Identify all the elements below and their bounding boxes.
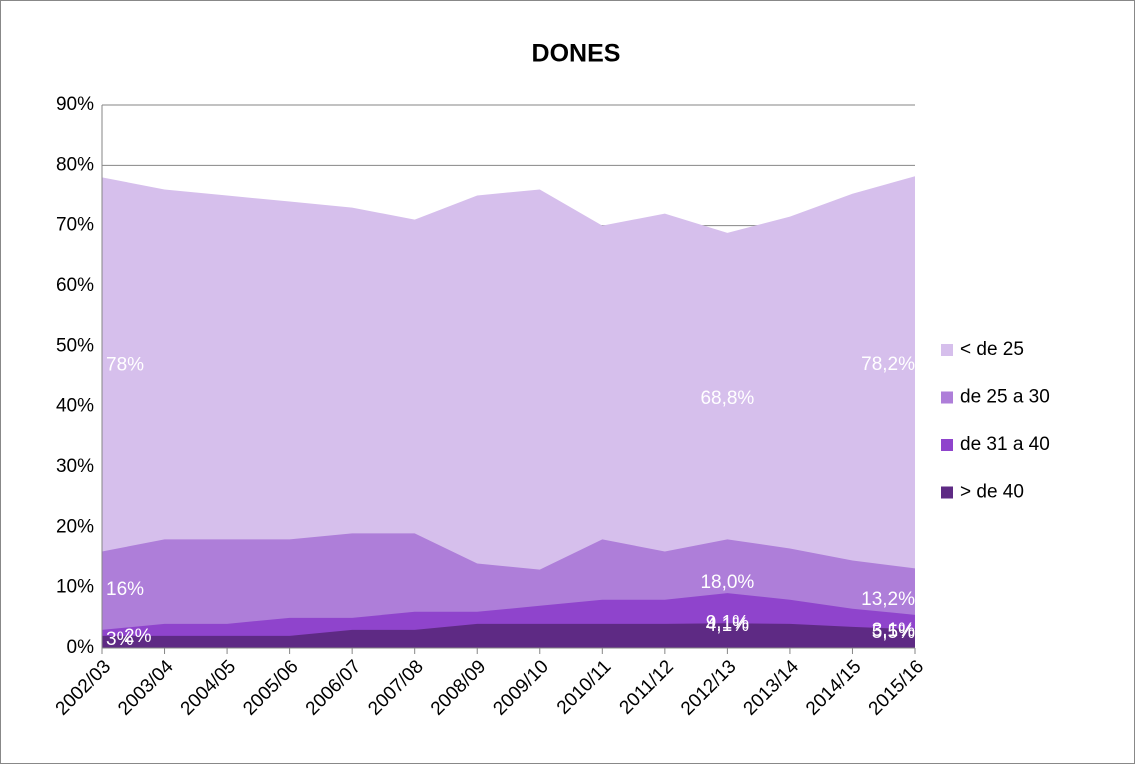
y-tick-label: 50% xyxy=(56,335,94,356)
y-tick-label: 40% xyxy=(56,396,94,417)
data-label: 9,1% xyxy=(706,612,749,633)
legend-swatch xyxy=(941,439,953,451)
legend-swatch xyxy=(941,344,953,356)
data-label: 18,0% xyxy=(700,572,754,593)
y-tick-label: 10% xyxy=(56,577,94,598)
data-label: 3,1% xyxy=(872,620,915,641)
data-label: 13,2% xyxy=(861,589,915,610)
y-tick-label: 0% xyxy=(67,637,95,658)
data-label: 5,5% xyxy=(872,622,915,643)
data-label: 78% xyxy=(106,355,144,376)
legend-label: de 31 a 40 xyxy=(960,434,1050,455)
legend-swatch xyxy=(941,391,953,404)
y-tick-label: 20% xyxy=(56,516,94,537)
y-tick-label: 80% xyxy=(56,154,94,175)
y-tick-label: 70% xyxy=(56,215,94,236)
y-tick-label: 30% xyxy=(56,456,94,477)
y-tick-label: 60% xyxy=(56,275,94,296)
area xyxy=(102,176,915,648)
data-label: 2% xyxy=(124,626,152,647)
data-label: 68,8% xyxy=(700,388,754,409)
y-tick-label: 90% xyxy=(56,94,94,115)
area xyxy=(102,623,915,648)
data-label: 16% xyxy=(106,579,144,600)
data-label: 78,2% xyxy=(861,354,915,375)
data-label: 4,1% xyxy=(706,615,749,636)
legend-label: > de 40 xyxy=(960,482,1024,503)
legend-label: < de 25 xyxy=(960,339,1024,360)
chart-title: DONES xyxy=(532,40,621,68)
legend-swatch xyxy=(941,486,953,499)
legend-label: de 25 a 30 xyxy=(960,387,1050,408)
data-label: 3% xyxy=(106,629,134,650)
